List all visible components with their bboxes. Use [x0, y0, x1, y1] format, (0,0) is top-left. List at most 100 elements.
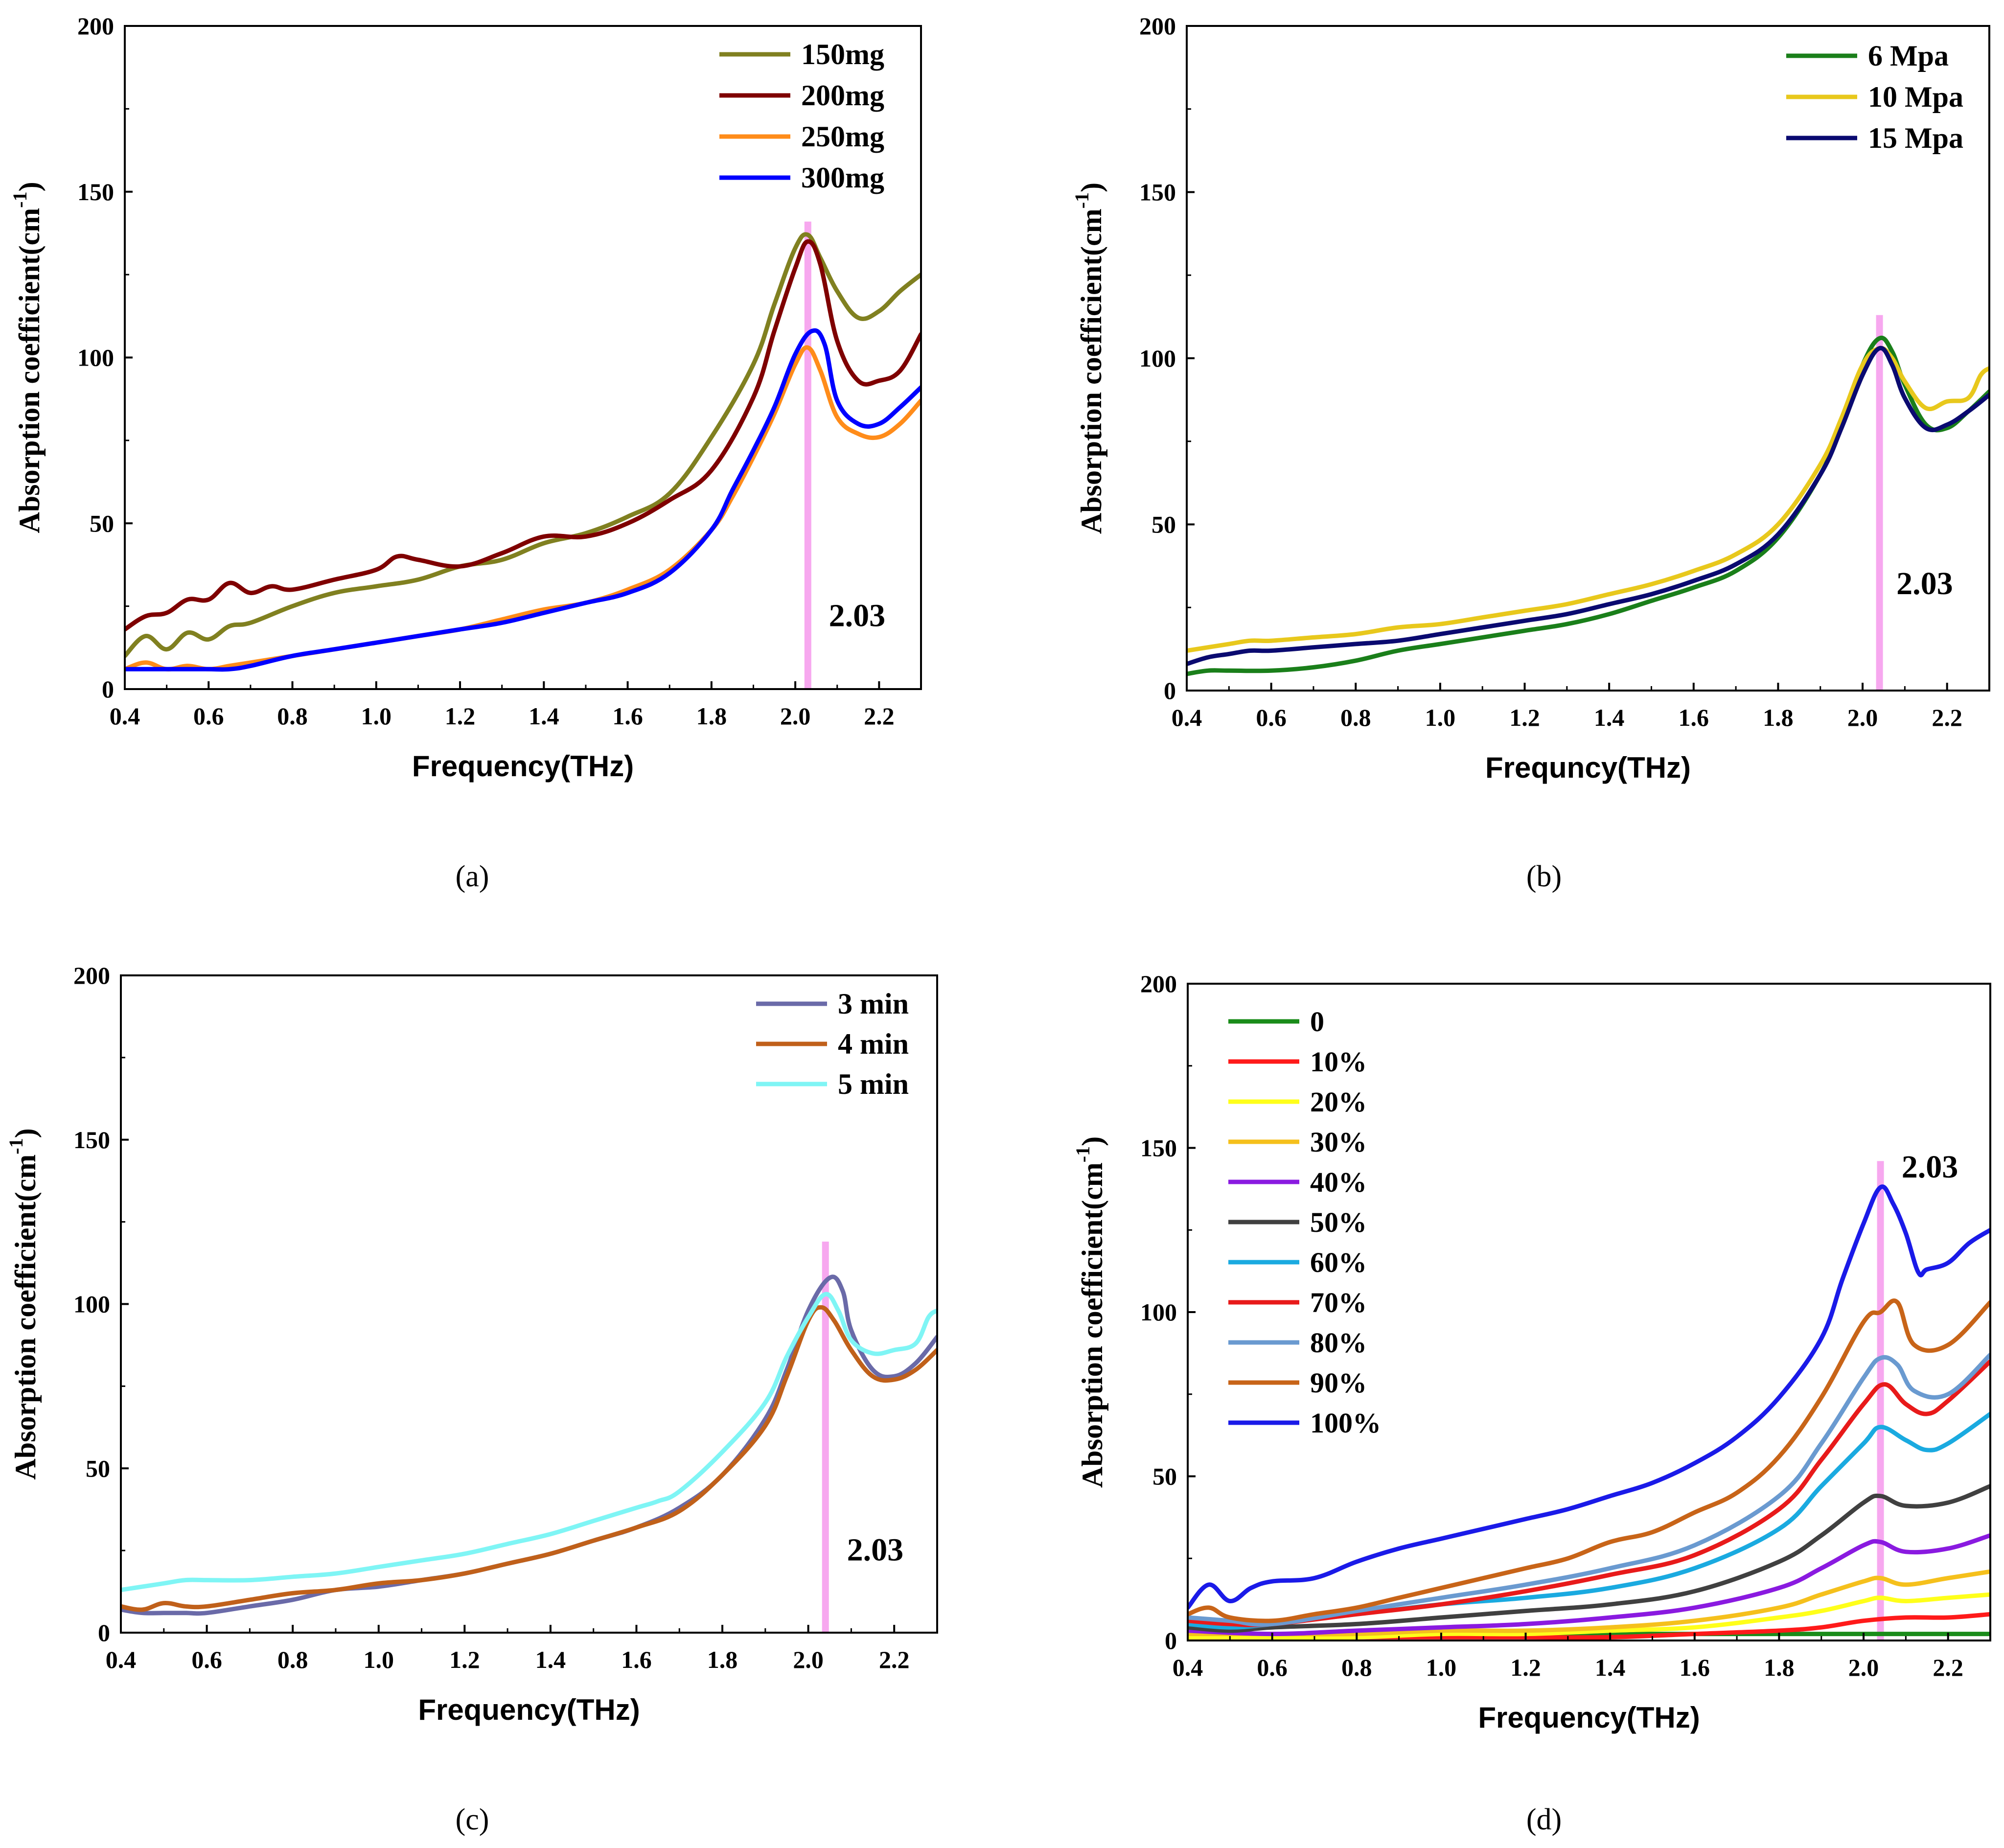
- series-line-300mg: [125, 328, 921, 672]
- x-axis-title: Frequency(THz): [1478, 1701, 1700, 1734]
- x-tick-label: 1.0: [1425, 704, 1456, 731]
- series-line-5-min: [121, 1292, 937, 1593]
- series-line-100-: [1188, 1184, 1990, 1610]
- y-axis-title-close: ): [1076, 1136, 1108, 1146]
- x-tick-label: 2.0: [793, 1646, 824, 1673]
- caption-b: (b): [1526, 860, 1562, 893]
- x-tick-label: 1.4: [1595, 1654, 1626, 1681]
- peak-label: 2.03: [847, 1532, 904, 1568]
- x-tick-label: 2.0: [780, 702, 811, 730]
- panel-a: 2.03 0.4 0.6 0.8 1.0 1.2 1.4 1.6 1.8 2.0 2.2 0 50 100…: [9, 12, 922, 783]
- x-tick-label: 0.4: [1172, 704, 1202, 731]
- series-line-4-min: [121, 1305, 937, 1612]
- x-tick-label: 0.4: [1173, 1654, 1203, 1681]
- series-line-10-mpa: [1187, 346, 1989, 653]
- y-axis-title: Absorption coefficient(cm-1): [1072, 1136, 1108, 1488]
- y-axis-title: Absorption coefficient(cm-1): [5, 1128, 42, 1479]
- y-axis-title: Absorption coefficient(cm-1): [9, 182, 46, 533]
- y-tick-label: 150: [1139, 179, 1176, 206]
- y-axis-title-sup: -1: [1071, 192, 1093, 208]
- legend-label: 4 min: [838, 1028, 909, 1060]
- legend-label: 90%: [1310, 1367, 1367, 1399]
- legend-label: 15 Mpa: [1868, 122, 1963, 154]
- legend-label: 10 Mpa: [1868, 81, 1963, 113]
- y-tick-label: 50: [86, 1455, 110, 1482]
- y-axis-title-close: ): [13, 182, 46, 191]
- x-axis-title: Frequency(THz): [418, 1693, 640, 1726]
- x-tick-label: 1.2: [449, 1646, 480, 1673]
- series-line-15-mpa: [1187, 346, 1989, 667]
- x-tick-label: 1.6: [612, 702, 643, 730]
- x-tick-label: 1.6: [621, 1646, 652, 1673]
- x-tick-label: 0.6: [193, 702, 224, 730]
- panel-b: 2.03 0.4 0.6 0.8 1.0 1.2 1.4 1.6 1.8 2.0 2.2 0 50 100…: [1071, 12, 1990, 784]
- x-tick-label: 1.2: [1510, 1654, 1541, 1681]
- y-tick-label: 0: [1164, 677, 1176, 704]
- y-tick-label: 100: [1139, 345, 1176, 372]
- x-tick-label: 1.2: [1509, 704, 1540, 731]
- x-tick-label: 0.8: [1341, 1654, 1372, 1681]
- legend-label: 300mg: [801, 162, 884, 194]
- peak-marker-band: [1877, 1161, 1884, 1640]
- y-tick-label: 150: [77, 178, 114, 206]
- legend-label: 250mg: [801, 120, 884, 153]
- legend-label: 20%: [1310, 1086, 1367, 1118]
- y-axis-title-sup: -1: [1072, 1146, 1094, 1162]
- x-tick-label: 2.2: [1933, 1654, 1963, 1681]
- peak-marker-band: [804, 221, 811, 690]
- x-tick-label: 1.4: [529, 702, 559, 730]
- y-tick-label: 200: [1140, 970, 1177, 997]
- x-tick-label: 1.6: [1679, 704, 1709, 731]
- panel-d: 2.03 0.4 0.6 0.8 1.0 1.2 1.4 1.6 1.8 2.0 2.2 0 50 100…: [1072, 970, 1991, 1734]
- x-tick-label: 2.0: [1847, 704, 1878, 731]
- series-line-20-: [1188, 1592, 1990, 1640]
- y-tick-label: 50: [90, 509, 114, 537]
- y-axis-title-main: Absorption coefficient(cm: [1076, 1162, 1108, 1488]
- x-tick-label: 0.6: [191, 1646, 222, 1673]
- x-tick-label: 0.4: [106, 1646, 137, 1673]
- series-line-80-: [1188, 1352, 1990, 1627]
- y-axis-title-main: Absorption coefficient(cm: [9, 1155, 42, 1480]
- x-tick-label: 1.0: [363, 1646, 394, 1673]
- legend-label: 40%: [1310, 1166, 1367, 1198]
- peak-label: 2.03: [829, 598, 886, 633]
- legend-label: 70%: [1310, 1287, 1367, 1318]
- peak-label: 2.03: [1896, 566, 1953, 601]
- legend-label: 3 min: [838, 988, 909, 1020]
- peak-marker-band: [1876, 315, 1883, 691]
- x-tick-label: 0.6: [1256, 704, 1287, 731]
- y-tick-label: 0: [1165, 1627, 1177, 1654]
- series-line-200mg: [125, 239, 921, 632]
- y-axis-title-sup: -1: [9, 191, 31, 208]
- y-tick-label: 200: [77, 12, 114, 40]
- legend-label: 10%: [1310, 1046, 1367, 1078]
- x-tick-label: 1.0: [361, 702, 392, 730]
- x-tick-label: 2.2: [864, 702, 895, 730]
- legend-label: 100%: [1310, 1407, 1381, 1439]
- peak-label: 2.03: [1902, 1149, 1958, 1185]
- y-axis-title-main: Absorption coefficient(cm: [1075, 208, 1107, 534]
- x-tick-label: 0.4: [110, 702, 140, 730]
- x-tick-label: 0.8: [1340, 704, 1371, 731]
- x-tick-label: 0.6: [1257, 1654, 1288, 1681]
- y-tick-label: 200: [1139, 12, 1176, 40]
- y-axis-title: Absorption coefficient(cm-1): [1071, 183, 1107, 534]
- y-axis-title-close: ): [1075, 183, 1107, 192]
- peak-marker-band: [822, 1241, 829, 1633]
- y-tick-label: 200: [73, 962, 110, 989]
- caption-d: (d): [1526, 1803, 1562, 1836]
- y-tick-label: 0: [102, 675, 114, 703]
- y-tick-label: 100: [1140, 1298, 1177, 1326]
- legend-label: 50%: [1310, 1206, 1367, 1238]
- x-tick-label: 1.4: [535, 1646, 566, 1673]
- series-line-50-: [1188, 1484, 1990, 1633]
- series-line-30-: [1188, 1569, 1990, 1637]
- legend-label: 200mg: [801, 79, 884, 112]
- legend-label: 5 min: [838, 1068, 909, 1100]
- series-line-40-: [1188, 1533, 1990, 1637]
- x-tick-label: 1.8: [1763, 704, 1794, 731]
- x-tick-label: 2.2: [1932, 704, 1962, 731]
- x-tick-label: 1.2: [445, 702, 476, 730]
- y-tick-label: 100: [73, 1291, 110, 1318]
